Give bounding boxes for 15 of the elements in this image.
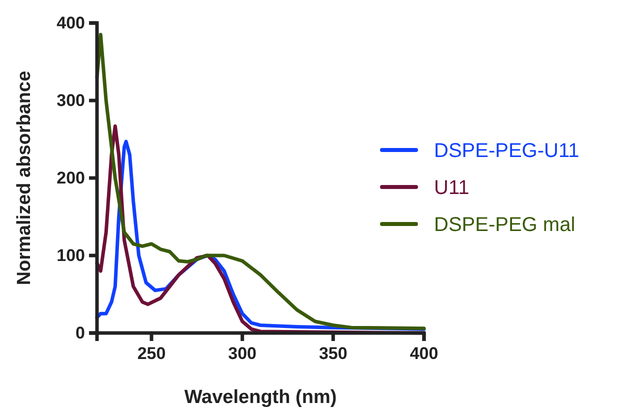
x-tick-label: 400 <box>410 344 438 364</box>
x-tick-label: 300 <box>228 344 257 364</box>
y-tick-label: 300 <box>56 90 85 110</box>
x-tick-label: 350 <box>318 344 348 364</box>
y-tick-label: 0 <box>76 323 85 342</box>
legend-label: DSPE-PEG-U11 <box>434 140 580 162</box>
legend-label: DSPE-PEG mal <box>434 214 576 236</box>
legend-label: U11 <box>434 177 470 199</box>
y-tick-label: 100 <box>56 246 85 265</box>
y-tick-label: 200 <box>56 168 85 188</box>
x-tick-label: 250 <box>137 344 166 364</box>
x-axis-title: Wavelength (nm) <box>184 387 337 408</box>
line-series <box>95 32 426 330</box>
y-tick-label: 400 <box>56 13 85 32</box>
y-axis-title: Normalized absorbance <box>14 70 35 286</box>
